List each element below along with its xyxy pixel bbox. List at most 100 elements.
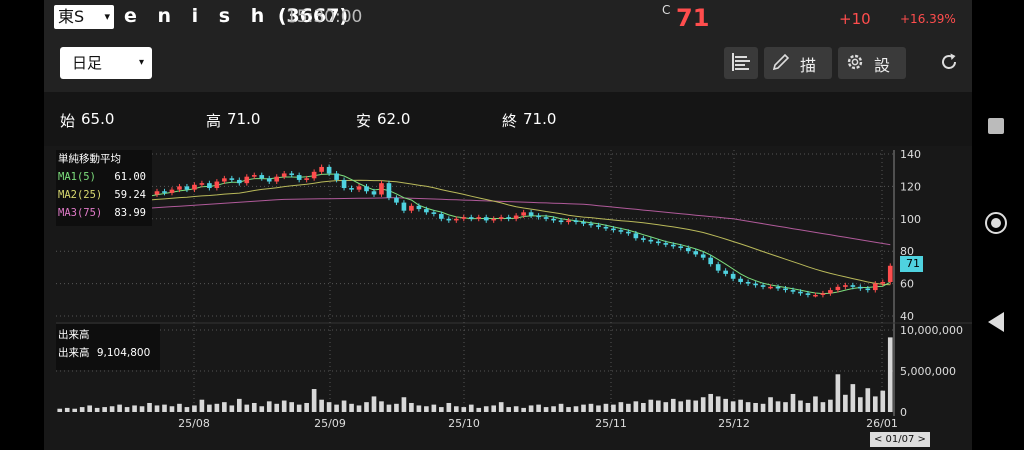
- volume-bar: [184, 407, 190, 412]
- candle-body: [439, 213, 444, 219]
- low-value: 62.0: [377, 110, 411, 128]
- candle-body: [401, 202, 407, 211]
- volume-bar: [798, 400, 803, 412]
- volume-bar: [109, 406, 115, 412]
- quote-header: 東S ▾ e n i s h (3667) 15:30:00 C 71 +10 …: [44, 0, 972, 36]
- candle-body: [783, 288, 788, 291]
- candle-body: [798, 291, 803, 294]
- volume-bar: [745, 402, 751, 412]
- candle-body: [566, 220, 571, 223]
- ma1-line: [59, 173, 891, 295]
- candle-body: [371, 191, 377, 195]
- volume-bar: [790, 393, 796, 412]
- volume-bar: [117, 404, 122, 412]
- volume-bar: [880, 390, 886, 412]
- candle-body: [461, 217, 467, 219]
- volume-bar: [783, 402, 788, 412]
- volume-legend-title: 出来高: [58, 329, 90, 341]
- volume-bar: [596, 405, 601, 412]
- volume-bar: [72, 408, 78, 412]
- volume-bar: [341, 400, 347, 412]
- settings-button[interactable]: 設定: [838, 47, 906, 79]
- candle-body: [850, 285, 856, 287]
- volume-bar: [618, 402, 624, 412]
- volume-bar: [409, 402, 414, 412]
- candle-body: [251, 175, 257, 177]
- candle-body: [296, 175, 302, 180]
- candle-body: [424, 209, 429, 213]
- refresh-icon[interactable]: [938, 51, 960, 73]
- recents-icon[interactable]: [988, 118, 1004, 134]
- volume-bar: [259, 406, 265, 412]
- volume-bar: [222, 402, 227, 412]
- candle-body: [528, 212, 534, 216]
- volume-bar: [177, 403, 182, 412]
- date-tick-label: 25/12: [718, 417, 750, 430]
- candle-body: [491, 218, 497, 221]
- volume-bar: [476, 407, 482, 412]
- candle-body: [319, 166, 324, 172]
- ma1-name: MA1(5): [58, 171, 96, 183]
- candle-body: [162, 191, 167, 193]
- ma3-value: 83.99: [114, 207, 146, 219]
- price-tick-label: 120: [900, 180, 921, 193]
- candle-body: [289, 173, 295, 176]
- candle-body: [229, 178, 235, 180]
- candle-body: [192, 184, 197, 190]
- ma1-legend-row: MA1(5) 61.00: [58, 168, 150, 186]
- volume-bar: [79, 407, 85, 412]
- pencil-icon: [772, 53, 790, 71]
- candle-body: [858, 286, 863, 289]
- volume-bar: [573, 406, 579, 412]
- candle-body: [738, 278, 743, 282]
- volume-bar: [887, 337, 893, 412]
- candle-body: [259, 175, 265, 179]
- volume-bar: [843, 394, 848, 412]
- date-cursor-tag[interactable]: < 01/07 >: [870, 432, 930, 447]
- market-select[interactable]: 東S ▾: [54, 5, 114, 29]
- candle-body: [715, 264, 721, 271]
- indicator-list-button[interactable]: [724, 47, 758, 79]
- draw-button-label: 描画: [800, 56, 821, 75]
- date-tick-label: 25/09: [314, 417, 346, 430]
- home-icon[interactable]: [985, 212, 1007, 234]
- volume-bar: [820, 402, 826, 412]
- stock-symbol: e n i s h (3667): [124, 5, 348, 27]
- settings-button-label: 設定: [874, 56, 895, 75]
- volume-bar: [648, 399, 654, 412]
- candle-body: [154, 191, 160, 195]
- volume-bar: [581, 404, 586, 412]
- volume-bar: [641, 402, 646, 412]
- candle-body: [543, 217, 549, 219]
- volume-bar: [858, 397, 863, 412]
- volume-bar: [349, 403, 354, 412]
- candle-body: [236, 179, 242, 184]
- price-tick-label: 40: [900, 310, 914, 323]
- candle-body: [266, 178, 272, 182]
- draw-button[interactable]: 描画: [764, 47, 832, 79]
- candle-body: [813, 294, 818, 297]
- current-price: 71: [676, 4, 710, 32]
- volume-bar: [468, 404, 474, 412]
- back-icon[interactable]: [988, 312, 1004, 332]
- candle-body: [708, 257, 714, 265]
- volume-bar: [289, 402, 295, 412]
- period-select[interactable]: 日足 ▾: [60, 47, 152, 79]
- high-value: 71.0: [227, 110, 261, 128]
- volume-bar: [715, 396, 721, 412]
- candle-body: [349, 188, 354, 190]
- candle-body: [536, 215, 541, 218]
- volume-bar: [611, 404, 616, 412]
- volume-bar: [244, 404, 250, 412]
- ma2-line: [59, 179, 891, 286]
- ohlc-bar: 始 65.0 高 71.0 安 62.0 終 71.0: [44, 92, 972, 148]
- volume-bar: [207, 404, 212, 412]
- volume-bar: [850, 384, 856, 412]
- volume-bar: [872, 396, 878, 412]
- candle-body: [611, 228, 616, 231]
- candle-body: [820, 293, 826, 295]
- volume-bar: [147, 402, 152, 412]
- ma3-legend-row: MA3(75) 83.99: [58, 204, 150, 222]
- candle-body: [341, 179, 347, 189]
